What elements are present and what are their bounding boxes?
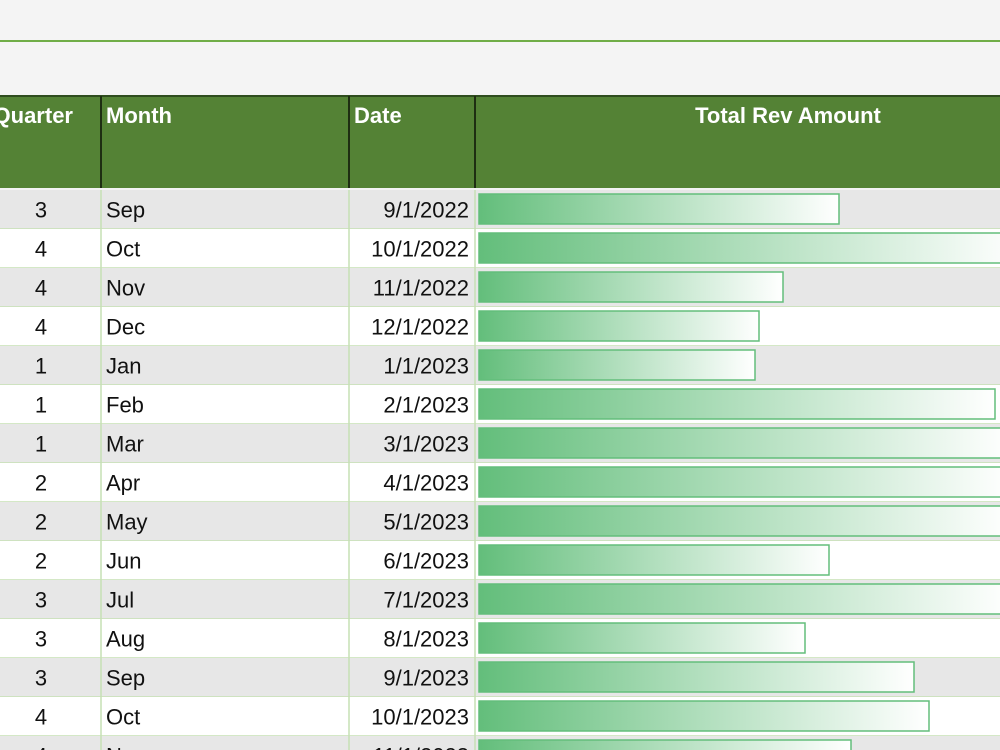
quarter-cell: 1 (35, 431, 47, 456)
quarter-cell: 3 (35, 197, 47, 222)
quarter-cell: 2 (35, 470, 47, 495)
data-bar (478, 661, 915, 693)
date-cell: 10/1/2022 (371, 236, 469, 261)
sheet-top (0, 0, 1000, 96)
date-cell: 9/1/2022 (383, 197, 469, 222)
data-bar (478, 739, 852, 750)
quarter-cell: 2 (35, 509, 47, 534)
data-bar (478, 271, 784, 303)
data-bar (478, 310, 760, 342)
date-cell: 10/1/2023 (371, 704, 469, 729)
month-cell: Sep (106, 197, 145, 222)
date-cell: 8/1/2023 (383, 626, 469, 651)
data-bar (478, 622, 806, 654)
data-bar (478, 349, 756, 381)
month-cell: Oct (106, 236, 140, 261)
month-cell: Jun (106, 548, 141, 573)
month-cell: Mar (106, 431, 144, 456)
month-cell: Aug (106, 626, 145, 651)
quarter-cell: 2 (35, 548, 47, 573)
date-cell: 12/1/2022 (371, 314, 469, 339)
month-cell: Oct (106, 704, 140, 729)
month-cell: Dec (106, 314, 145, 339)
data-bar (478, 427, 1000, 459)
quarter-cell: 4 (35, 275, 47, 300)
date-cell: 9/1/2023 (383, 665, 469, 690)
quarter-cell: 3 (35, 665, 47, 690)
month-cell: Sep (106, 665, 145, 690)
date-cell: 2/1/2023 (383, 392, 469, 417)
data-bar (478, 583, 1000, 615)
month-cell: Nov (106, 275, 145, 300)
date-cell: 1/1/2023 (383, 353, 469, 378)
date-cell: 11/1/2022 (373, 275, 469, 300)
data-bar (478, 544, 830, 576)
column-header: Quarter (0, 103, 73, 128)
quarter-cell: 3 (35, 626, 47, 651)
date-cell: 4/1/2023 (383, 470, 469, 495)
quarter-cell: 1 (35, 392, 47, 417)
month-cell: Nov (106, 743, 145, 750)
data-bar (478, 466, 1000, 498)
data-bar (478, 388, 996, 420)
date-cell: 7/1/2023 (383, 587, 469, 612)
data-bar (478, 232, 1000, 264)
quarter-cell: 4 (35, 743, 47, 750)
data-bar (478, 193, 840, 225)
data-bar (478, 700, 930, 732)
month-cell: Feb (106, 392, 144, 417)
column-header: Month (106, 103, 172, 128)
quarter-cell: 3 (35, 587, 47, 612)
quarter-cell: 1 (35, 353, 47, 378)
month-cell: May (106, 509, 148, 534)
date-cell: 6/1/2023 (383, 548, 469, 573)
date-cell: 5/1/2023 (383, 509, 469, 534)
quarter-cell: 4 (35, 236, 47, 261)
header-row (0, 96, 1000, 188)
data-bar (478, 505, 1000, 537)
column-header: Total Rev Amount (695, 103, 881, 128)
month-cell: Jan (106, 353, 141, 378)
month-cell: Apr (106, 470, 140, 495)
date-cell: 3/1/2023 (383, 431, 469, 456)
quarter-cell: 4 (35, 704, 47, 729)
quarter-cell: 4 (35, 314, 47, 339)
month-cell: Jul (106, 587, 134, 612)
date-cell: 11/1/2023 (373, 743, 469, 750)
column-header: Date (354, 103, 402, 128)
